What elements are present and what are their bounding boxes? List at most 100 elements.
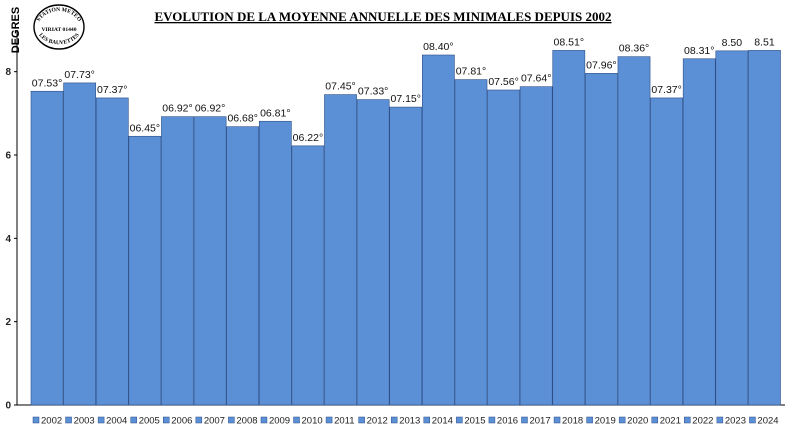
bar-2023 bbox=[715, 50, 749, 406]
bar-2011 bbox=[324, 94, 357, 406]
legend-swatch-2007 bbox=[195, 416, 203, 424]
data-label-2019: 07.96° bbox=[586, 59, 616, 71]
legend-label-2002: 2002 bbox=[41, 416, 62, 427]
data-label-2012: 07.33° bbox=[358, 86, 388, 98]
bar-2017 bbox=[519, 86, 553, 406]
legend-label-2007: 2007 bbox=[204, 416, 225, 427]
legend-label-2023: 2023 bbox=[725, 416, 746, 427]
legend-label-2013: 2013 bbox=[399, 416, 420, 427]
legend-swatch-2014 bbox=[423, 416, 431, 424]
legend-label-2009: 2009 bbox=[269, 416, 290, 427]
bar-2010 bbox=[291, 145, 325, 406]
y-axis-label: DEGRES bbox=[10, 7, 22, 53]
chart-title: EVOLUTION DE LA MOYENNE ANNUELLE DES MIN… bbox=[155, 9, 612, 24]
legend-swatch-2020 bbox=[618, 416, 626, 424]
legend-label-2008: 2008 bbox=[236, 416, 257, 427]
y-tick-label: 2 bbox=[5, 317, 11, 328]
bar-2005 bbox=[128, 135, 162, 406]
bars bbox=[30, 50, 781, 406]
bar-2006 bbox=[161, 116, 194, 406]
legend-swatch-2022 bbox=[684, 416, 691, 424]
legend-swatch-2021 bbox=[651, 416, 658, 424]
legend-label-2017: 2017 bbox=[529, 416, 550, 427]
legend-swatch-2006 bbox=[163, 416, 170, 424]
legend-swatch-2005 bbox=[130, 416, 137, 424]
bar-2004 bbox=[95, 97, 129, 406]
bar-2016 bbox=[487, 89, 520, 406]
data-label-2020: 08.36° bbox=[619, 43, 649, 55]
legend-label-2021: 2021 bbox=[660, 416, 681, 427]
stamp-middle-text: VIRIAT 01440 bbox=[41, 27, 76, 33]
legend-label-2011: 2011 bbox=[334, 416, 354, 427]
legend-label-2014: 2014 bbox=[432, 416, 453, 427]
data-label-2003: 07.73° bbox=[64, 69, 94, 81]
data-label-2006: 06.92° bbox=[162, 103, 192, 115]
legend-label-2018: 2018 bbox=[562, 416, 583, 427]
data-label-2011: 07.45° bbox=[325, 81, 355, 93]
legend-swatch-2017 bbox=[521, 416, 528, 424]
bar-2013 bbox=[389, 106, 423, 406]
bar-2012 bbox=[356, 99, 390, 406]
legend-label-2024: 2024 bbox=[757, 416, 778, 427]
data-label-2007: 06.92° bbox=[195, 103, 225, 115]
legend-label-2005: 2005 bbox=[139, 416, 160, 427]
legend-label-2003: 2003 bbox=[74, 416, 95, 427]
legend-swatch-2019 bbox=[586, 416, 593, 424]
data-label-2002: 07.53° bbox=[32, 77, 62, 89]
bar-2008 bbox=[226, 126, 260, 406]
legend-label-2016: 2016 bbox=[497, 416, 518, 427]
data-label-2010: 06.22° bbox=[293, 132, 323, 144]
data-label-2015: 07.81° bbox=[456, 66, 486, 78]
legend-swatch-2008 bbox=[228, 416, 235, 424]
bar-2019 bbox=[585, 73, 618, 406]
bar-2014 bbox=[422, 54, 455, 406]
legend-label-2022: 2022 bbox=[692, 416, 713, 427]
data-label-2022: 08.31° bbox=[684, 45, 714, 57]
station-stamp-logo: STATION METEO VIRIAT 01440 LES BAUVETTES bbox=[33, 4, 85, 50]
data-label-2004: 07.37° bbox=[97, 84, 127, 96]
legend-swatch-2009 bbox=[260, 416, 268, 424]
legend-label-2004: 2004 bbox=[106, 416, 127, 427]
legend-swatch-2024 bbox=[749, 416, 756, 424]
y-tick-label: 8 bbox=[5, 67, 11, 78]
bar-2018 bbox=[552, 50, 586, 406]
legend-swatch-2012 bbox=[358, 416, 365, 424]
bar-2009 bbox=[258, 120, 292, 406]
legend-swatch-2010 bbox=[293, 416, 300, 424]
bar-2022 bbox=[682, 58, 716, 406]
legend-label-2012: 2012 bbox=[367, 416, 388, 427]
bar-2024 bbox=[748, 50, 781, 406]
data-label-2018: 08.51° bbox=[554, 36, 584, 48]
data-labels: 07.53°07.73°07.37°06.45°06.92° 06.92°06.6… bbox=[32, 36, 775, 143]
legend-label-2019: 2019 bbox=[595, 416, 616, 427]
bar-2002 bbox=[30, 90, 64, 406]
data-label-2009: 06.81° bbox=[260, 107, 290, 119]
legend-label-2006: 2006 bbox=[171, 416, 192, 427]
bar-2020 bbox=[617, 56, 651, 406]
legend-swatch-2016 bbox=[488, 416, 496, 424]
data-label-2021: 07.37° bbox=[651, 84, 681, 96]
legend-swatch-2003 bbox=[65, 416, 72, 424]
legend-swatch-2013 bbox=[390, 416, 398, 424]
data-label-2024: 8.51 bbox=[754, 36, 775, 48]
data-label-2014: 08.40° bbox=[423, 41, 453, 53]
data-label-2016: 07.56° bbox=[488, 76, 518, 88]
bar-2021 bbox=[650, 97, 683, 406]
data-label-2005: 06.45° bbox=[130, 122, 160, 134]
data-label-2008: 06.68° bbox=[227, 113, 257, 125]
y-tick-label: 4 bbox=[5, 234, 11, 245]
legend-swatch-2004 bbox=[97, 416, 105, 424]
data-label-2017: 07.64° bbox=[521, 73, 551, 85]
bar-2003 bbox=[63, 82, 97, 406]
y-tick-label: 6 bbox=[5, 151, 11, 162]
data-label-2013: 07.15° bbox=[391, 93, 421, 105]
legend-swatch-2018 bbox=[553, 416, 561, 424]
legend: 2002 2003 2004 2005 2006 2007 2008 2009 2010 2011… bbox=[32, 416, 779, 427]
legend-swatch-2002 bbox=[32, 416, 40, 424]
data-label-2023: 8.50 bbox=[722, 37, 743, 49]
bar-2015 bbox=[454, 79, 488, 406]
bar-2007 bbox=[193, 116, 227, 406]
legend-swatch-2015 bbox=[456, 416, 463, 424]
legend-label-2010: 2010 bbox=[302, 416, 323, 427]
